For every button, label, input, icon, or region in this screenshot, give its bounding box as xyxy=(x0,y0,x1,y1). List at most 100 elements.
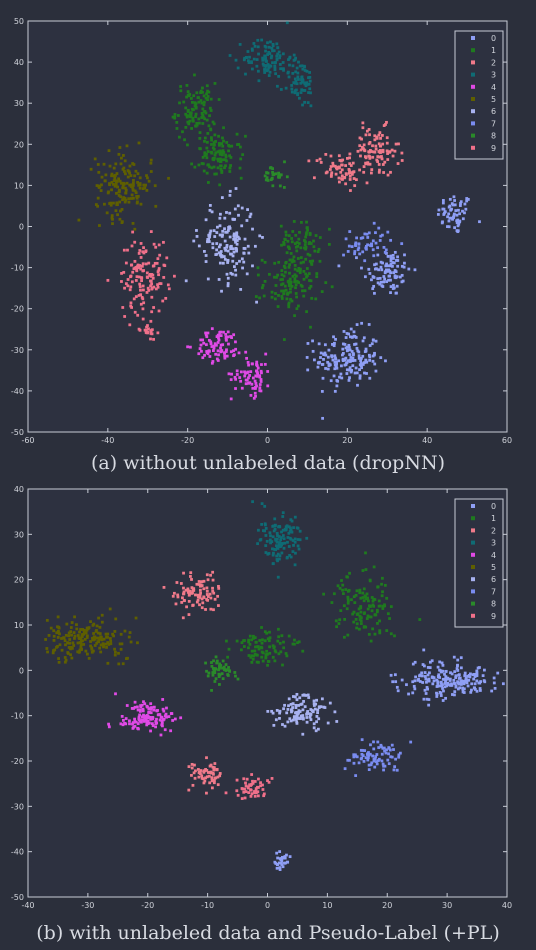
point-digit-2 xyxy=(377,142,381,146)
point-digit-1 xyxy=(213,133,217,137)
point-digit-0 xyxy=(421,681,425,684)
point-digit-3 xyxy=(277,543,281,547)
point-digit-3 xyxy=(278,525,282,529)
point-digit-3 xyxy=(275,42,279,46)
point-digit-5 xyxy=(96,631,100,635)
point-digit-6 xyxy=(229,271,233,275)
point-digit-1 xyxy=(189,113,193,116)
point-digit-5 xyxy=(145,188,149,192)
point-digit-5 xyxy=(106,632,110,636)
point-digit-3 xyxy=(294,79,298,83)
point-digit-6 xyxy=(271,711,275,715)
point-digit-4 xyxy=(217,353,220,357)
point-digit-3 xyxy=(272,529,276,533)
point-digit-0 xyxy=(463,211,466,215)
point-digit-1 xyxy=(307,272,311,276)
point-digit-0 xyxy=(435,695,439,698)
point-digit-0 xyxy=(284,861,287,865)
point-digit-6 xyxy=(231,247,235,251)
point-digit-2 xyxy=(201,601,205,605)
point-digit-9 xyxy=(151,276,155,280)
point-digit-9 xyxy=(249,788,252,792)
point-digit-0 xyxy=(455,219,459,223)
point-digit-0 xyxy=(356,349,360,353)
point-digit-5 xyxy=(107,190,110,194)
point-digit-1 xyxy=(353,601,357,605)
point-digit-0 xyxy=(456,224,460,228)
point-digit-2 xyxy=(189,575,192,578)
point-digit-2 xyxy=(386,158,390,161)
point-digit-2 xyxy=(200,584,204,587)
point-digit-1 xyxy=(210,136,213,140)
legend-label-5: 5 xyxy=(491,95,496,104)
point-digit-1 xyxy=(293,642,296,646)
point-digit-9 xyxy=(128,288,132,292)
point-digit-5 xyxy=(141,187,145,190)
point-digit-3 xyxy=(301,79,305,83)
point-digit-5 xyxy=(114,162,118,166)
point-digit-3 xyxy=(294,551,297,555)
point-digit-4 xyxy=(213,342,217,346)
point-digit-5 xyxy=(124,198,128,202)
point-digit-1 xyxy=(191,118,195,122)
point-digit-4 xyxy=(145,723,149,727)
point-digit-1 xyxy=(184,106,188,110)
point-digit-9 xyxy=(161,299,165,303)
point-digit-4 xyxy=(255,384,258,388)
point-digit-1 xyxy=(300,284,304,288)
point-digit-0 xyxy=(455,221,459,224)
point-digit-5 xyxy=(134,616,138,620)
point-digit-1 xyxy=(373,632,377,636)
y-tick-label: 10 xyxy=(14,621,24,630)
point-digit-1 xyxy=(264,655,268,659)
point-digit-4 xyxy=(224,335,228,339)
point-digit-3 xyxy=(266,63,270,66)
point-digit-1 xyxy=(280,289,283,293)
point-digit-0 xyxy=(462,679,466,683)
point-digit-6 xyxy=(234,240,237,244)
point-digit-5 xyxy=(89,167,93,171)
point-digit-3 xyxy=(276,559,279,563)
point-digit-1 xyxy=(300,220,303,224)
point-digit-4 xyxy=(205,335,209,339)
point-digit-5 xyxy=(129,183,133,187)
point-digit-4 xyxy=(141,709,145,713)
point-digit-1 xyxy=(195,123,199,127)
point-digit-0 xyxy=(279,861,283,865)
point-digit-0 xyxy=(332,335,335,339)
point-digit-6 xyxy=(245,272,249,276)
point-digit-5 xyxy=(153,184,157,188)
point-digit-0 xyxy=(438,660,442,664)
point-digit-1 xyxy=(361,591,365,595)
point-digit-1 xyxy=(381,590,384,594)
point-digit-1 xyxy=(305,220,308,224)
point-digit-7 xyxy=(357,246,361,250)
point-digit-1 xyxy=(277,294,280,297)
point-digit-6 xyxy=(315,698,319,702)
point-digit-8 xyxy=(263,174,267,178)
point-digit-0 xyxy=(459,656,463,660)
point-digit-6 xyxy=(232,237,236,241)
point-digit-0 xyxy=(353,371,357,375)
point-digit-0 xyxy=(358,374,362,378)
point-digit-9 xyxy=(152,242,156,246)
point-digit-0 xyxy=(464,676,468,680)
point-digit-6 xyxy=(239,288,243,291)
point-digit-1 xyxy=(371,599,375,603)
point-digit-2 xyxy=(208,781,212,785)
point-digit-3 xyxy=(265,69,269,73)
point-digit-1 xyxy=(293,242,297,246)
point-digit-5 xyxy=(108,202,112,205)
point-digit-7 xyxy=(390,755,394,759)
point-digit-6 xyxy=(240,257,244,261)
point-digit-1 xyxy=(197,121,201,125)
point-digit-2 xyxy=(382,171,386,174)
point-digit-1 xyxy=(341,592,345,596)
point-digit-1 xyxy=(188,93,192,96)
point-digit-3 xyxy=(270,46,274,50)
legend-marker-2 xyxy=(471,528,475,533)
point-digit-4 xyxy=(239,370,243,374)
point-digit-5 xyxy=(122,154,125,157)
point-digit-1 xyxy=(345,575,349,579)
point-digit-5 xyxy=(125,657,128,661)
